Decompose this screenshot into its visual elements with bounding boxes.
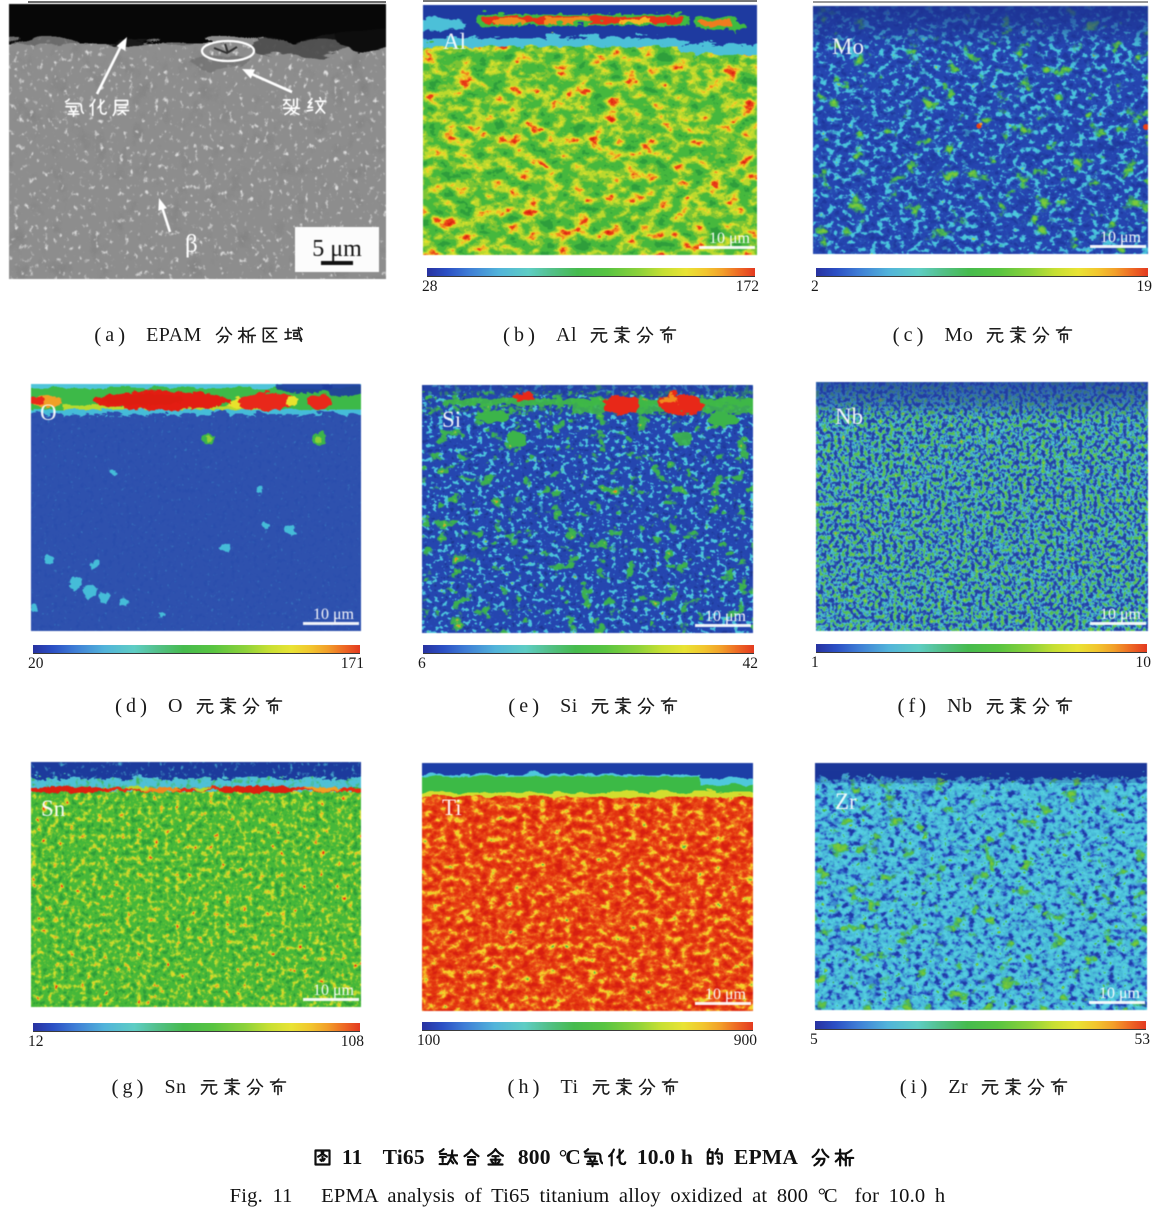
svg-text:Zr: Zr (835, 789, 857, 814)
svg-text:Si: Si (442, 407, 461, 432)
svg-text:10 μm: 10 μm (705, 986, 747, 1003)
svg-text:Nb: Nb (835, 404, 863, 429)
svg-text:10 μm: 10 μm (313, 982, 355, 999)
svg-text:Mo: Mo (832, 34, 864, 59)
svg-text:10 μm: 10 μm (313, 606, 355, 623)
svg-text:5 μm: 5 μm (312, 236, 362, 262)
svg-text:O: O (40, 400, 57, 425)
svg-text:10 μm: 10 μm (705, 608, 747, 625)
svg-text:10 μm: 10 μm (1099, 985, 1141, 1002)
svg-text:Al: Al (443, 29, 466, 54)
svg-text:Sn: Sn (41, 796, 66, 821)
svg-text:10 μm: 10 μm (709, 230, 751, 247)
svg-text:β: β (185, 231, 198, 258)
svg-text:10 μm: 10 μm (1100, 606, 1142, 623)
svg-text:Ti: Ti (442, 795, 462, 820)
svg-text:10 μm: 10 μm (1100, 229, 1142, 246)
